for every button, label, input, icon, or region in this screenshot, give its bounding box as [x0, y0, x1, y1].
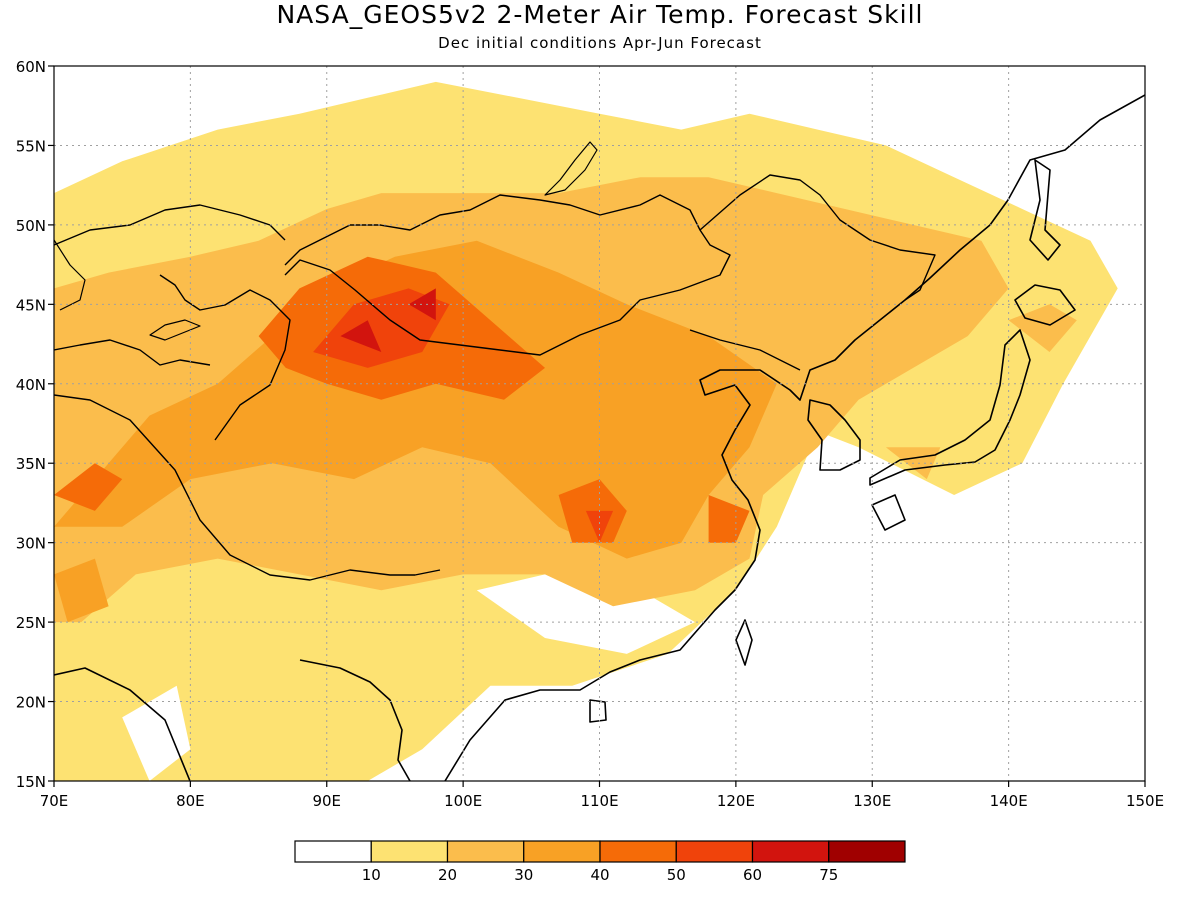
colorbar: 10 20 30 40 50 60 75	[294, 840, 906, 884]
colorbar-swatch-5	[675, 840, 754, 863]
chart-subtitle: Dec initial conditions Apr-Jun Forecast	[438, 34, 762, 52]
x-tick-label: 120E	[717, 792, 755, 810]
skill-region-6	[54, 240, 777, 559]
coastlines-and-borders	[54, 94, 1145, 781]
chart-title: NASA_GEOS5v2 2-Meter Air Temp. Forecast …	[276, 0, 924, 29]
y-tick-label: 60N	[16, 58, 46, 76]
skill-region-13	[585, 510, 614, 543]
latitude-axis: 15N 20N 25N 30N 35N 40N 45N 50N 55N 60N	[16, 58, 54, 791]
lat-lon-grid	[54, 66, 1145, 781]
mainland-coastline	[54, 94, 1145, 781]
colorbar-swatch-7	[828, 840, 906, 863]
colorbar-swatch-2	[446, 840, 525, 863]
longitude-axis: 70E 80E 90E 100E 110E 120E 130E 140E 150E	[40, 781, 1164, 810]
x-tick-label: 140E	[990, 792, 1028, 810]
colorbar-label: 60	[743, 866, 762, 884]
lake-balkhash	[149, 319, 201, 341]
y-tick-label: 30N	[16, 535, 46, 553]
y-tick-label: 45N	[16, 296, 46, 314]
colorbar-swatch-4	[599, 840, 677, 863]
x-tick-label: 100E	[444, 792, 482, 810]
colorbar-label: 50	[667, 866, 686, 884]
y-tick-label: 20N	[16, 694, 46, 712]
y-tick-label: 55N	[16, 137, 46, 155]
x-tick-label: 130E	[853, 792, 891, 810]
taiwan-island	[735, 619, 753, 666]
skill-contour-fills	[54, 81, 1118, 781]
x-tick-label: 80E	[176, 792, 205, 810]
colorbar-label: 30	[514, 866, 533, 884]
x-tick-label: 110E	[580, 792, 618, 810]
x-tick-label: 70E	[40, 792, 69, 810]
skill-region-11	[54, 463, 123, 511]
x-tick-label: 150E	[1126, 792, 1164, 810]
country-borders	[54, 174, 936, 581]
skill-region-12	[313, 288, 450, 368]
colorbar-label: 20	[438, 866, 457, 884]
colorbar-swatch-6	[751, 840, 830, 863]
y-tick-label: 40N	[16, 376, 46, 394]
sakhalin-island	[1029, 159, 1061, 261]
colorbar-label: 10	[362, 866, 381, 884]
korean-peninsula	[807, 399, 861, 471]
colorbar-label: 40	[590, 866, 609, 884]
skill-region-15	[408, 288, 436, 321]
skill-region-14	[340, 320, 382, 352]
skill-region-7	[54, 558, 109, 623]
lake-baikal	[544, 141, 598, 196]
japan-islands	[869, 284, 1076, 531]
y-tick-label: 15N	[16, 773, 46, 791]
colorbar-swatch-0	[294, 840, 372, 863]
y-tick-label: 25N	[16, 614, 46, 632]
y-tick-label: 50N	[16, 217, 46, 235]
x-tick-label: 90E	[312, 792, 341, 810]
skill-region-4	[1008, 304, 1077, 352]
skill-region-10	[708, 495, 750, 543]
colorbar-swatch-1	[370, 840, 449, 863]
caspian-aral-coast	[54, 239, 86, 311]
colorbar-label: 75	[819, 866, 838, 884]
colorbar-swatch-3	[523, 840, 601, 863]
y-tick-label: 35N	[16, 455, 46, 473]
skill-region-2	[122, 685, 191, 781]
